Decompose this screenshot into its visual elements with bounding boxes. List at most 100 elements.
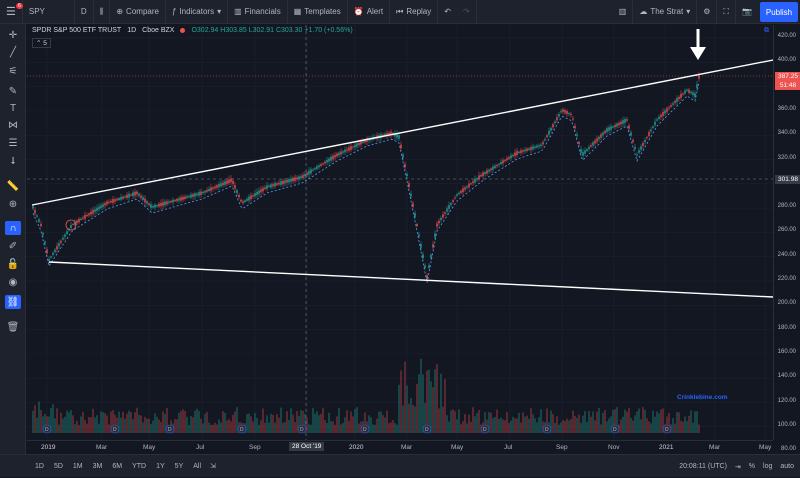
- candle-body: [646, 136, 648, 139]
- volume-bar: [604, 410, 606, 433]
- menu-button[interactable]: ☰ 6: [0, 0, 23, 24]
- go-to-date-icon[interactable]: ⇲: [210, 463, 216, 470]
- volume-bar: [356, 407, 358, 433]
- range-button-5d[interactable]: 5D: [53, 462, 63, 470]
- fullscreen-button[interactable]: ⛶: [717, 0, 737, 24]
- candle-body: [426, 275, 428, 279]
- time-axis[interactable]: 2019MarMayJulSepNov2020MarMayJulSepNov20…: [27, 440, 773, 454]
- candle-body: [694, 93, 696, 97]
- range-button-1m[interactable]: 1M: [72, 462, 83, 470]
- candle-body: [278, 182, 280, 185]
- candle-body: [590, 145, 592, 147]
- percent-toggle[interactable]: %: [748, 463, 756, 470]
- redo-button[interactable]: ↷: [457, 0, 477, 24]
- candle-body: [362, 141, 364, 143]
- pattern-tool[interactable]: ⋈: [5, 118, 21, 132]
- symbol-search[interactable]: SPY: [23, 0, 75, 24]
- volume-bar: [60, 412, 62, 433]
- text-tool[interactable]: T: [5, 101, 21, 115]
- candle-body: [388, 132, 390, 136]
- measure-tool[interactable]: 📏: [5, 179, 21, 193]
- volume-bar: [392, 420, 394, 433]
- chart-menu-icon[interactable]: ⧉: [764, 27, 769, 34]
- financials-icon: ▥: [234, 7, 242, 16]
- replay-button[interactable]: ⏮ Replay: [390, 0, 439, 24]
- price-chart[interactable]: D D D D D D D D D D D Crinklebine.com: [27, 25, 773, 440]
- candle-body: [330, 156, 332, 161]
- market-status-icon: [180, 28, 186, 33]
- indicators-button[interactable]: ƒ Indicators ▾: [166, 0, 229, 24]
- trendline-tool[interactable]: ╱: [5, 45, 21, 59]
- snapshot-button[interactable]: 📷: [736, 0, 758, 24]
- crosshair-tool[interactable]: ✛: [5, 28, 21, 42]
- adjust-icon[interactable]: ⇥: [734, 463, 741, 471]
- volume-bar: [442, 406, 444, 433]
- zoom-tool[interactable]: ⊕: [5, 197, 21, 211]
- range-button-5y[interactable]: 5Y: [174, 462, 184, 470]
- volume-bar: [142, 422, 144, 433]
- candle-body: [328, 158, 330, 162]
- volume-bar: [258, 424, 260, 433]
- magnet-tool[interactable]: ∩: [5, 221, 21, 235]
- candle-body: [90, 211, 92, 215]
- candle-body: [470, 183, 472, 185]
- interval-button[interactable]: D: [75, 0, 94, 24]
- settings-button[interactable]: ⚙: [697, 0, 718, 24]
- volume-bar: [654, 416, 656, 433]
- time-label: Sep: [556, 444, 568, 451]
- price-axis[interactable]: 420.00400.00380.00360.00340.00320.00300.…: [764, 25, 800, 452]
- candle-body: [622, 120, 624, 124]
- hide-drawings-tool[interactable]: ◉: [5, 275, 21, 289]
- volume-bar: [440, 373, 442, 433]
- auto-toggle[interactable]: auto: [780, 463, 794, 470]
- volume-bar: [158, 419, 160, 433]
- volume-bar: [260, 420, 262, 433]
- volume-bar: [534, 418, 536, 433]
- icons-tool[interactable]: ⭣: [5, 154, 21, 168]
- range-button-1d[interactable]: 1D: [35, 462, 44, 470]
- candle-body: [74, 221, 76, 225]
- price-label: 120.00: [777, 397, 796, 404]
- brush-tool[interactable]: ✎: [5, 84, 21, 98]
- volume-bar: [230, 421, 232, 433]
- crosshair-icon: ✛: [8, 29, 18, 41]
- financials-button[interactable]: ▥ Financials: [228, 0, 288, 24]
- study-legend[interactable]: ⌃ 5: [32, 38, 51, 48]
- candle-body: [76, 220, 78, 224]
- range-button-3m[interactable]: 3M: [92, 462, 103, 470]
- prediction-tool[interactable]: ☰: [5, 136, 21, 150]
- layout-grid-button[interactable]: ▥: [613, 0, 634, 24]
- fib-tool[interactable]: ⚟: [5, 64, 21, 78]
- volume-bar: [376, 418, 378, 433]
- sync-drawings-tool[interactable]: ⛓: [5, 295, 21, 309]
- range-button-1y[interactable]: 1Y: [156, 462, 165, 470]
- stay-drawing-tool[interactable]: ✐: [5, 239, 21, 253]
- volume-bar: [256, 417, 258, 433]
- volume-bar: [192, 417, 194, 433]
- candle-body: [496, 165, 498, 167]
- candle-body: [566, 111, 568, 114]
- candle-body: [166, 201, 168, 205]
- lock-drawings-tool[interactable]: 🔓: [5, 257, 21, 271]
- log-toggle[interactable]: log: [763, 463, 773, 470]
- alert-button[interactable]: ⏰ Alert: [348, 0, 391, 24]
- volume-bar: [32, 410, 34, 433]
- undo-button[interactable]: ↶: [438, 0, 457, 24]
- chart-legend[interactable]: SPDR S&P 500 ETF TRUST 1D Cboe BZX O302.…: [32, 27, 353, 34]
- publish-button[interactable]: Publish: [760, 2, 798, 22]
- chart-style-button[interactable]: ⫼: [94, 0, 111, 24]
- brush-icon: ✎: [8, 85, 18, 97]
- layout-name-button[interactable]: ☁ The Strat ▾: [633, 0, 698, 24]
- templates-button[interactable]: ▦ Templates: [288, 0, 348, 24]
- volume-bar: [436, 364, 438, 433]
- range-button-6m[interactable]: 6M: [112, 462, 123, 470]
- volume-bar: [646, 418, 648, 433]
- candle-body: [312, 169, 314, 171]
- utc-clock[interactable]: 20:08:11 (UTC): [679, 463, 727, 470]
- moving-average-line: [32, 82, 700, 284]
- compare-button[interactable]: ⊕ Compare: [110, 0, 166, 24]
- remove-drawings-tool[interactable]: 🗑: [5, 320, 21, 334]
- volume-bar: [266, 415, 268, 433]
- range-button-all[interactable]: All: [193, 462, 202, 470]
- range-button-ytd[interactable]: YTD: [132, 462, 147, 470]
